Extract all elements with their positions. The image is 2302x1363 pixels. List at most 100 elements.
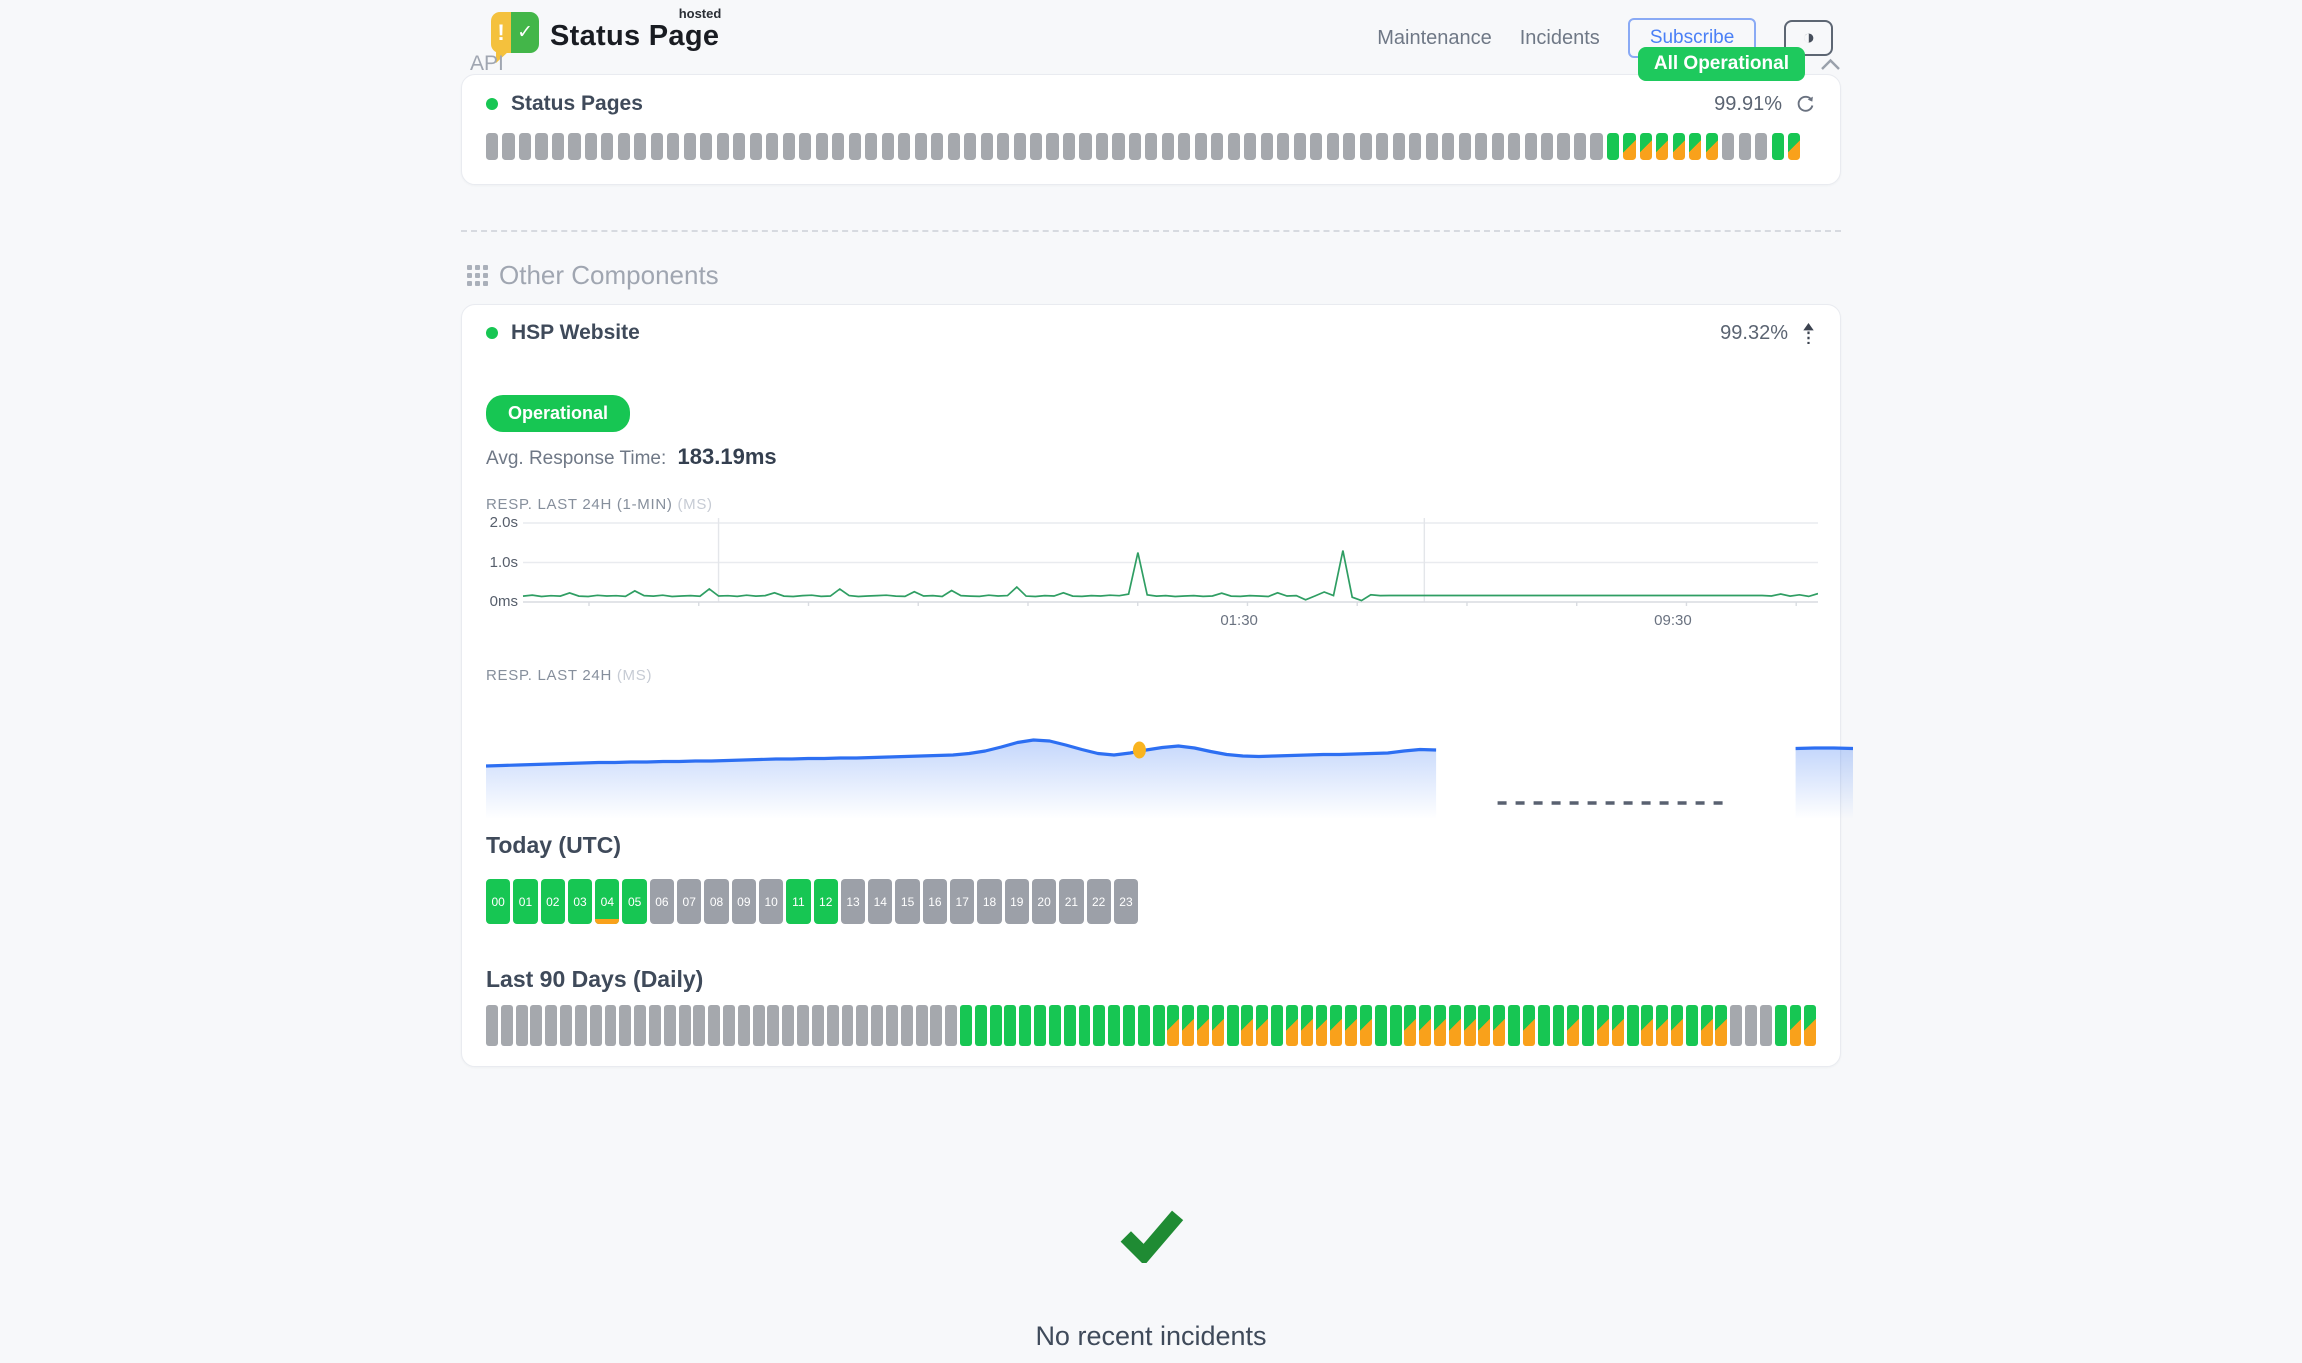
uptime-bar-mixed[interactable]	[1671, 1005, 1683, 1046]
uptime-bar-gray[interactable]	[980, 133, 993, 160]
uptime-bar-gray[interactable]	[1293, 133, 1306, 160]
uptime-bar-green[interactable]	[1137, 1005, 1150, 1046]
uptime-bar-gray[interactable]	[1260, 133, 1273, 160]
uptime-bar-gray[interactable]	[716, 133, 729, 160]
uptime-bar-gray[interactable]	[945, 1005, 958, 1046]
uptime-bar-gray[interactable]	[1211, 133, 1224, 160]
uptime-bar-green[interactable]	[1078, 1005, 1091, 1046]
uptime-bar-mixed[interactable]	[1656, 1005, 1669, 1046]
uptime-bar-gray[interactable]	[826, 1005, 839, 1046]
uptime-bar-green[interactable]	[1508, 1005, 1521, 1046]
uptime-bar-mixed[interactable]	[1705, 133, 1718, 160]
uptime-bar-gray[interactable]	[1730, 1005, 1743, 1046]
uptime-bar-green[interactable]	[1108, 1005, 1121, 1046]
uptime-bar-green[interactable]	[1004, 1005, 1017, 1046]
uptime-bar-gray[interactable]	[749, 133, 762, 160]
hour-block-04[interactable]: 04	[595, 879, 620, 924]
uptime-bar-gray[interactable]	[1343, 133, 1356, 160]
uptime-bar-gray[interactable]	[574, 1005, 587, 1046]
uptime-bar-mixed[interactable]	[1493, 1005, 1506, 1046]
hour-block-16[interactable]: 16	[922, 879, 948, 924]
uptime-bar-gray[interactable]	[700, 133, 713, 160]
hour-block-00[interactable]: 00	[486, 879, 511, 924]
uptime-bar-mixed[interactable]	[1700, 1005, 1713, 1046]
uptime-bar-gray[interactable]	[856, 1005, 869, 1046]
uptime-bar-green[interactable]	[1685, 1005, 1698, 1046]
chevron-up-icon[interactable]	[1820, 58, 1841, 71]
uptime-bar-gray[interactable]	[1194, 133, 1207, 160]
uptime-bar-gray[interactable]	[865, 133, 878, 160]
uptime-bar-green[interactable]	[974, 1005, 987, 1046]
uptime-bar-green[interactable]	[1226, 1005, 1239, 1046]
uptime-bar-gray[interactable]	[737, 1005, 750, 1046]
response-time-line-chart[interactable]: 2.0s 1.0s 0ms 01:30 09:30	[486, 514, 1818, 637]
uptime-bar-gray[interactable]	[782, 133, 795, 160]
hour-block-20[interactable]: 20	[1031, 879, 1057, 924]
uptime-bar-mixed[interactable]	[1672, 133, 1685, 160]
uptime-bar-green[interactable]	[960, 1005, 972, 1046]
uptime-bar-gray[interactable]	[1062, 133, 1076, 160]
uptime-bar-gray[interactable]	[486, 1005, 498, 1046]
uptime-bar-green[interactable]	[1537, 1005, 1550, 1046]
hour-block-19[interactable]: 19	[1004, 879, 1029, 924]
uptime-bar-gray[interactable]	[1112, 133, 1125, 160]
uptime-bar-mixed[interactable]	[1641, 1005, 1654, 1046]
uptime-bar-green[interactable]	[1093, 1005, 1106, 1046]
uptime-bar-gray[interactable]	[634, 133, 647, 160]
uptime-bar-mixed[interactable]	[1211, 1005, 1224, 1046]
uptime-bar-gray[interactable]	[799, 133, 812, 160]
uptime-bar-gray[interactable]	[1046, 133, 1059, 160]
uptime-bar-gray[interactable]	[1079, 133, 1092, 160]
uptime-bar-mixed[interactable]	[1715, 1005, 1728, 1046]
uptime-bar-mixed[interactable]	[1522, 1005, 1535, 1046]
uptime-bar-gray[interactable]	[900, 1005, 913, 1046]
uptime-bar-gray[interactable]	[589, 1005, 602, 1046]
uptime-bar-green[interactable]	[1389, 1005, 1402, 1046]
hour-block-08[interactable]: 08	[704, 879, 729, 924]
uptime-bar-mixed[interactable]	[1404, 1005, 1417, 1046]
uptime-bar-gray[interactable]	[500, 1005, 513, 1046]
hour-block-12[interactable]: 12	[813, 879, 838, 924]
uptime-bar-gray[interactable]	[723, 1005, 735, 1046]
uptime-bar-gray[interactable]	[1376, 133, 1389, 160]
uptime-bar-gray[interactable]	[486, 133, 499, 160]
uptime-bar-gray[interactable]	[663, 1005, 676, 1046]
uptime-bar-gray[interactable]	[1244, 133, 1257, 160]
uptime-bar-gray[interactable]	[931, 133, 944, 160]
uptime-bar-green[interactable]	[1582, 1005, 1595, 1046]
uptime-bar-green[interactable]	[1271, 1005, 1284, 1046]
uptime-bar-green[interactable]	[1374, 1005, 1387, 1046]
uptime-bar-gray[interactable]	[947, 133, 960, 160]
uptime-bar-green[interactable]	[1063, 1005, 1076, 1046]
uptime-bar-mixed[interactable]	[1256, 1005, 1269, 1046]
uptime-bar-green[interactable]	[989, 1005, 1002, 1046]
uptime-bar-gray[interactable]	[502, 133, 515, 160]
uptime-bar-gray[interactable]	[1095, 133, 1109, 160]
uptime-bar-green[interactable]	[1152, 1005, 1165, 1046]
hour-block-02[interactable]: 02	[540, 879, 565, 924]
uptime-bar-gray[interactable]	[1359, 133, 1372, 160]
uptime-bar-mixed[interactable]	[1197, 1005, 1209, 1046]
uptime-bar-mixed[interactable]	[1434, 1005, 1446, 1046]
uptime-bar-mixed[interactable]	[1788, 133, 1801, 160]
uptime-bar-gray[interactable]	[604, 1005, 617, 1046]
hour-block-15[interactable]: 15	[895, 879, 920, 924]
uptime-bar-gray[interactable]	[930, 1005, 943, 1046]
uptime-bar-mixed[interactable]	[1448, 1005, 1461, 1046]
uptime-bar-green[interactable]	[1048, 1005, 1061, 1046]
uptime-bar-gray[interactable]	[693, 1005, 706, 1046]
uptime-bar-mixed[interactable]	[1463, 1005, 1476, 1046]
uptime-bar-gray[interactable]	[515, 1005, 528, 1046]
uptime-bar-gray[interactable]	[584, 133, 597, 160]
uptime-bar-green[interactable]	[1774, 1005, 1787, 1046]
uptime-bar-gray[interactable]	[545, 1005, 558, 1046]
uptime-bar-mixed[interactable]	[1639, 133, 1652, 160]
uptime-bar-gray[interactable]	[848, 133, 861, 160]
brand-logo[interactable]: ! ✓ hosted Status Page	[491, 6, 721, 63]
uptime-bar-gray[interactable]	[1310, 133, 1323, 160]
uptime-bar-gray[interactable]	[535, 133, 548, 160]
uptime-bar-gray[interactable]	[752, 1005, 765, 1046]
uptime-bar-gray[interactable]	[518, 133, 532, 160]
uptime-bar-mixed[interactable]	[1182, 1005, 1195, 1046]
uptime-bar-mixed[interactable]	[1789, 1005, 1802, 1046]
